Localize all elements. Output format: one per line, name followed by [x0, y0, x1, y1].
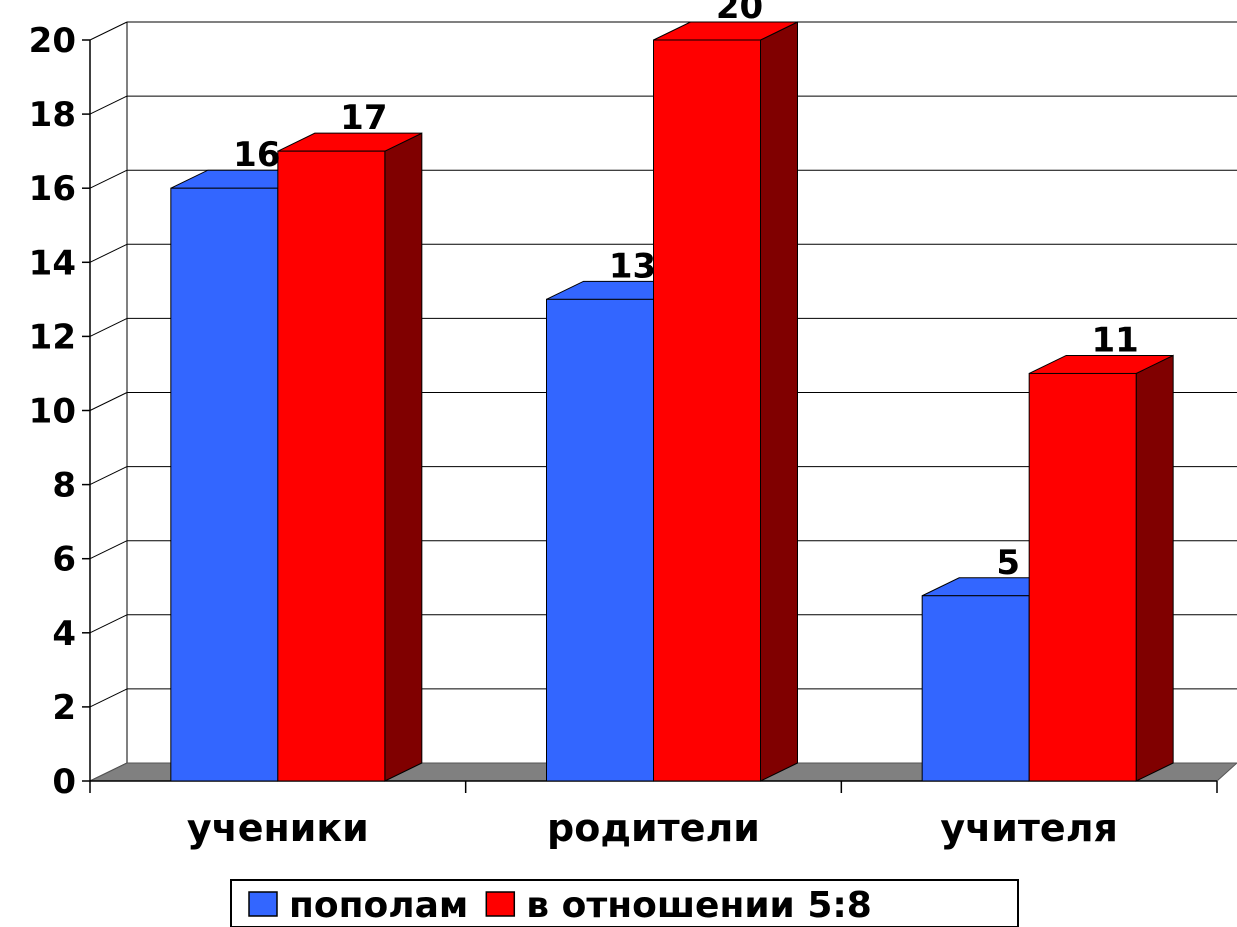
data-label: 17	[340, 98, 387, 138]
bar-side	[384, 132, 423, 782]
gridline-depth	[89, 540, 128, 560]
data-label: 11	[1092, 320, 1139, 360]
gridline-depth	[89, 688, 128, 708]
x-category-label: учителя	[940, 806, 1118, 850]
y-tick-label: 20	[29, 21, 76, 61]
gridline-depth	[89, 21, 128, 41]
gridline-depth	[89, 243, 128, 263]
axes: 0 2 4 6 8 10 12 14 16 18 20 ученики родители учителя	[29, 21, 1218, 850]
bar	[653, 39, 761, 782]
gridline-depth	[89, 95, 128, 115]
bar	[277, 150, 386, 782]
legend-swatch	[485, 891, 516, 917]
y-tick-label: 2	[52, 688, 76, 728]
y-tick-label: 10	[29, 392, 76, 432]
data-label: 16	[233, 135, 280, 175]
bar-side	[760, 21, 798, 782]
y-tick-label: 0	[52, 762, 76, 802]
bar	[546, 298, 654, 782]
y-tick-label: 18	[29, 95, 76, 135]
x-category-label: ученики	[187, 806, 369, 850]
x-category-label: родители	[547, 806, 760, 850]
y-tick-label: 12	[29, 317, 76, 357]
data-label: 20	[716, 0, 763, 27]
legend-box	[230, 879, 1019, 927]
bar	[170, 187, 279, 782]
bar-side	[1135, 354, 1174, 782]
legend-swatch	[248, 891, 278, 917]
bars	[170, 21, 1174, 782]
data-label: 5	[996, 543, 1020, 583]
bar	[1028, 372, 1137, 782]
data-labels: 16 17 13 20 5 11	[233, 0, 1139, 583]
gridline-depth	[89, 466, 128, 486]
gridline-depth	[89, 392, 128, 411]
legend-label: в отношении 5:8	[526, 885, 872, 926]
y-tick-label: 16	[29, 169, 76, 209]
legend-label: пополам	[289, 885, 468, 926]
gridline-depth	[89, 169, 128, 189]
y-tick-label: 6	[52, 540, 76, 580]
gridline-depth	[89, 317, 128, 337]
y-tick-label: 14	[29, 243, 76, 283]
y-tick-label: 4	[52, 614, 76, 654]
bar	[921, 595, 1030, 782]
data-label: 13	[609, 246, 656, 286]
y-tick-label: 8	[52, 466, 76, 506]
gridline-depth	[89, 614, 128, 634]
legend: пополам в отношении 5:8	[230, 879, 1019, 927]
